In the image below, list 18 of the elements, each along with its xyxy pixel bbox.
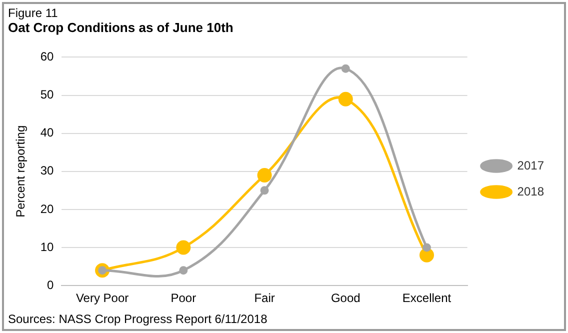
legend-label: 2018 (517, 184, 544, 198)
y-tick-label: 10 (40, 240, 54, 254)
y-tick-label: 40 (40, 126, 54, 140)
y-axis-title: Percent reporting (14, 125, 28, 218)
y-tick-label: 20 (40, 202, 54, 216)
caption: Figure 11 (8, 6, 58, 20)
y-tick-label: 50 (40, 88, 54, 102)
x-tick-label: Excellent (402, 291, 452, 306)
y-tick-label: 0 (47, 278, 54, 292)
source-note: Sources: NASS Crop Progress Report 6/11/2018 (8, 312, 268, 326)
chart-title: Oat Crop Conditions as of June 10th (8, 20, 234, 35)
x-tick-label: Fair (254, 291, 275, 306)
x-tick-label: Very Poor (76, 291, 129, 306)
y-tick-label: 30 (40, 164, 54, 178)
legend-label: 2017 (517, 158, 544, 172)
x-tick-label: Poor (170, 291, 196, 306)
x-tick-label: Good (330, 291, 360, 306)
y-tick-label: 60 (40, 50, 54, 64)
